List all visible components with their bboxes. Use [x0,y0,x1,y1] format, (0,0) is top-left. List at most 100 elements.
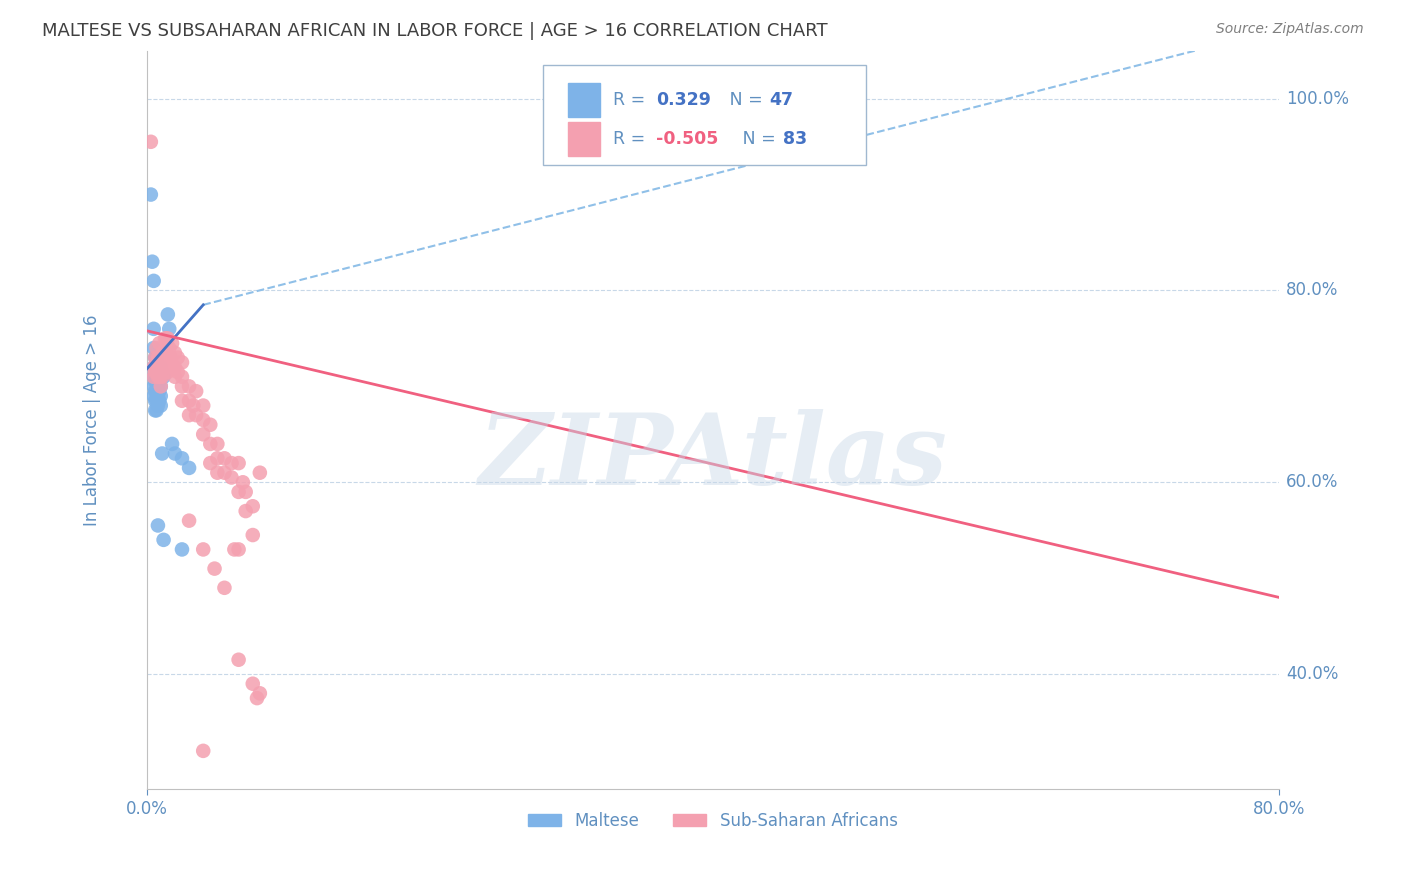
Point [160,336,183,351]
Point [142,274,165,288]
Point [148,384,170,399]
Point [145,351,167,365]
Point [157,322,180,336]
Point [157,341,180,355]
Point [228,653,250,667]
Point [242,528,264,542]
Point [249,686,271,700]
Point [152,360,174,375]
Point [177,379,200,393]
Point [139,135,162,149]
Point [221,470,243,484]
Point [193,413,215,427]
Point [150,446,173,460]
Point [146,360,169,375]
Point [235,504,257,518]
Point [170,369,193,384]
Bar [568,83,599,117]
Point [142,360,165,375]
Point [155,331,177,345]
Text: 0.329: 0.329 [657,91,711,109]
Text: ZIPAtlas: ZIPAtlas [478,409,948,505]
Point [145,384,167,399]
Point [170,393,193,408]
Point [177,461,200,475]
Point [214,466,236,480]
Point [163,369,186,384]
Point [143,403,166,417]
Point [153,331,176,345]
Point [170,379,193,393]
Point [232,475,254,490]
Point [153,360,176,375]
Point [145,365,167,379]
Point [221,456,243,470]
Point [157,360,180,375]
Point [149,399,172,413]
Text: 100.0%: 100.0% [1286,89,1350,108]
Point [146,379,169,393]
Point [143,351,166,365]
Point [149,351,172,365]
Point [166,365,188,379]
Point [150,365,173,379]
Text: 83: 83 [783,130,807,148]
Point [200,417,222,432]
Point [166,351,188,365]
Point [143,365,166,379]
Point [149,379,172,393]
Point [193,744,215,758]
Text: 80.0%: 80.0% [1286,282,1339,300]
Point [156,331,179,345]
Point [146,369,169,384]
Point [150,369,173,384]
Point [143,393,166,408]
Point [186,384,208,399]
Point [143,351,166,365]
Point [145,365,167,379]
Point [142,369,165,384]
Legend: Maltese, Sub-Saharan Africans: Maltese, Sub-Saharan Africans [522,805,904,837]
Point [193,542,215,557]
Point [150,360,173,375]
Text: N =: N = [713,91,768,109]
Point [148,393,170,408]
Point [170,451,193,466]
Point [145,375,167,389]
Point [170,355,193,369]
Text: 47: 47 [769,91,793,109]
Point [148,351,170,365]
Text: MALTESE VS SUBSAHARAN AFRICAN IN LABOR FORCE | AGE > 16 CORRELATION CHART: MALTESE VS SUBSAHARAN AFRICAN IN LABOR F… [42,22,828,40]
Point [156,308,179,322]
Point [145,355,167,369]
Bar [568,122,599,156]
Point [150,346,173,360]
Point [148,336,170,351]
Point [200,437,222,451]
Point [146,369,169,384]
Point [153,346,176,360]
Point [246,691,269,706]
Point [181,399,204,413]
Point [207,437,229,451]
Point [177,514,200,528]
Point [193,427,215,442]
Point [204,561,226,575]
Point [235,484,257,499]
Point [156,351,179,365]
Point [146,351,169,365]
Point [242,676,264,690]
Point [143,375,166,389]
Point [145,403,167,417]
Point [159,351,181,365]
Point [228,542,250,557]
FancyBboxPatch shape [543,65,866,165]
Point [146,399,169,413]
Point [177,393,200,408]
Text: N =: N = [727,130,782,148]
Text: R =: R = [613,130,651,148]
Point [228,484,250,499]
Point [214,581,236,595]
Point [142,389,165,403]
Point [200,456,222,470]
